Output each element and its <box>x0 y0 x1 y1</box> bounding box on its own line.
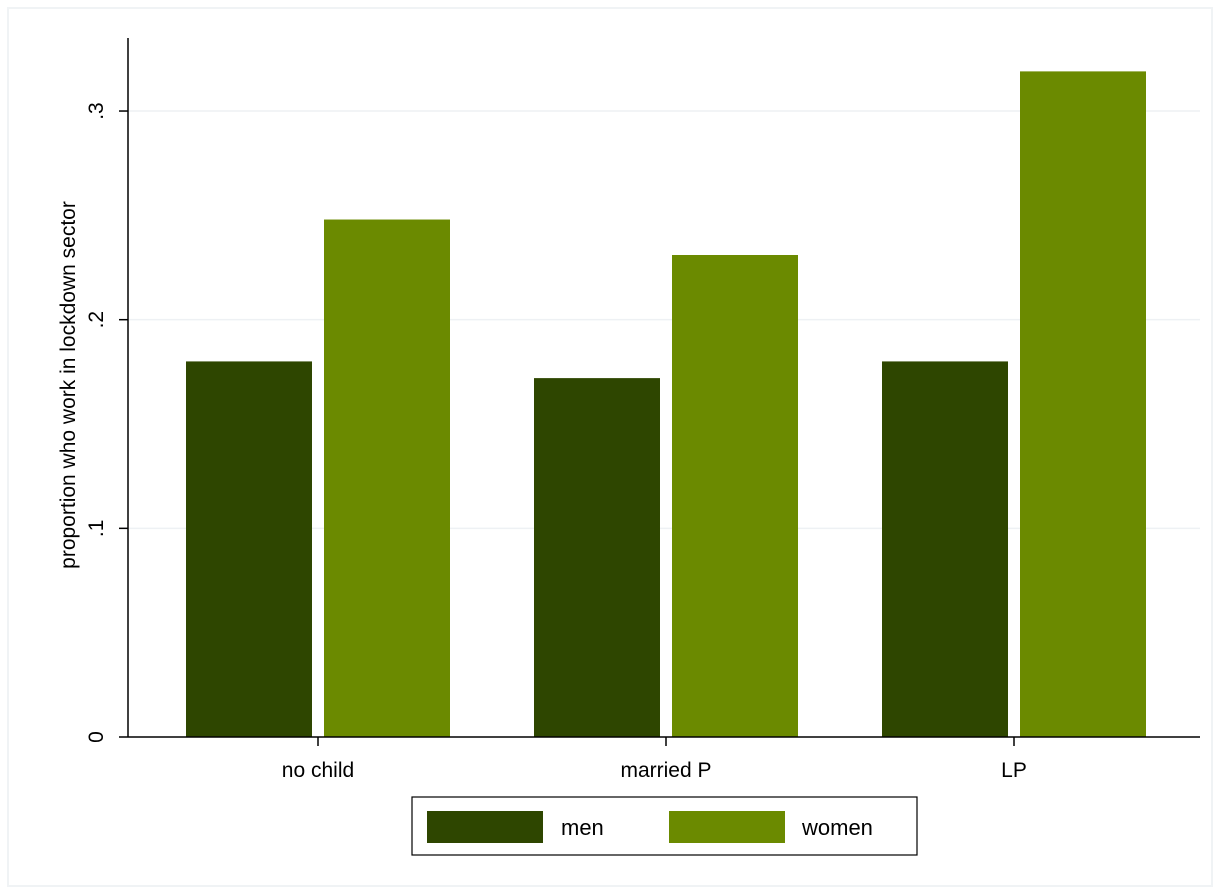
bar-women-0 <box>324 219 450 737</box>
y-axis-title: proportion who work in lockdown sector <box>57 201 80 569</box>
y-tick-label: .3 <box>85 102 108 120</box>
bars <box>186 71 1146 737</box>
axes <box>127 38 1200 738</box>
bar-men-0 <box>186 361 312 737</box>
bar-men-1 <box>534 378 660 737</box>
y-tick-label: .2 <box>85 311 108 329</box>
x-tick-label: no child <box>282 759 354 782</box>
bar-women-1 <box>672 255 798 737</box>
x-tick-label: LP <box>1001 759 1027 782</box>
legend-label-men: men <box>561 815 604 840</box>
legend-swatch-men <box>427 811 543 843</box>
x-tick-label: married P <box>620 759 711 782</box>
y-tick-label: 0 <box>85 731 108 743</box>
legend: men women <box>411 796 918 856</box>
y-tick-label: .1 <box>85 520 108 538</box>
bar-women-2 <box>1020 71 1146 737</box>
legend-swatch-women <box>669 811 785 843</box>
x-ticks: no child married P LP <box>282 737 1027 782</box>
legend-label-women: women <box>801 815 873 840</box>
y-ticks: 0 .1 .2 .3 <box>85 102 128 743</box>
bar-men-2 <box>882 361 1008 737</box>
